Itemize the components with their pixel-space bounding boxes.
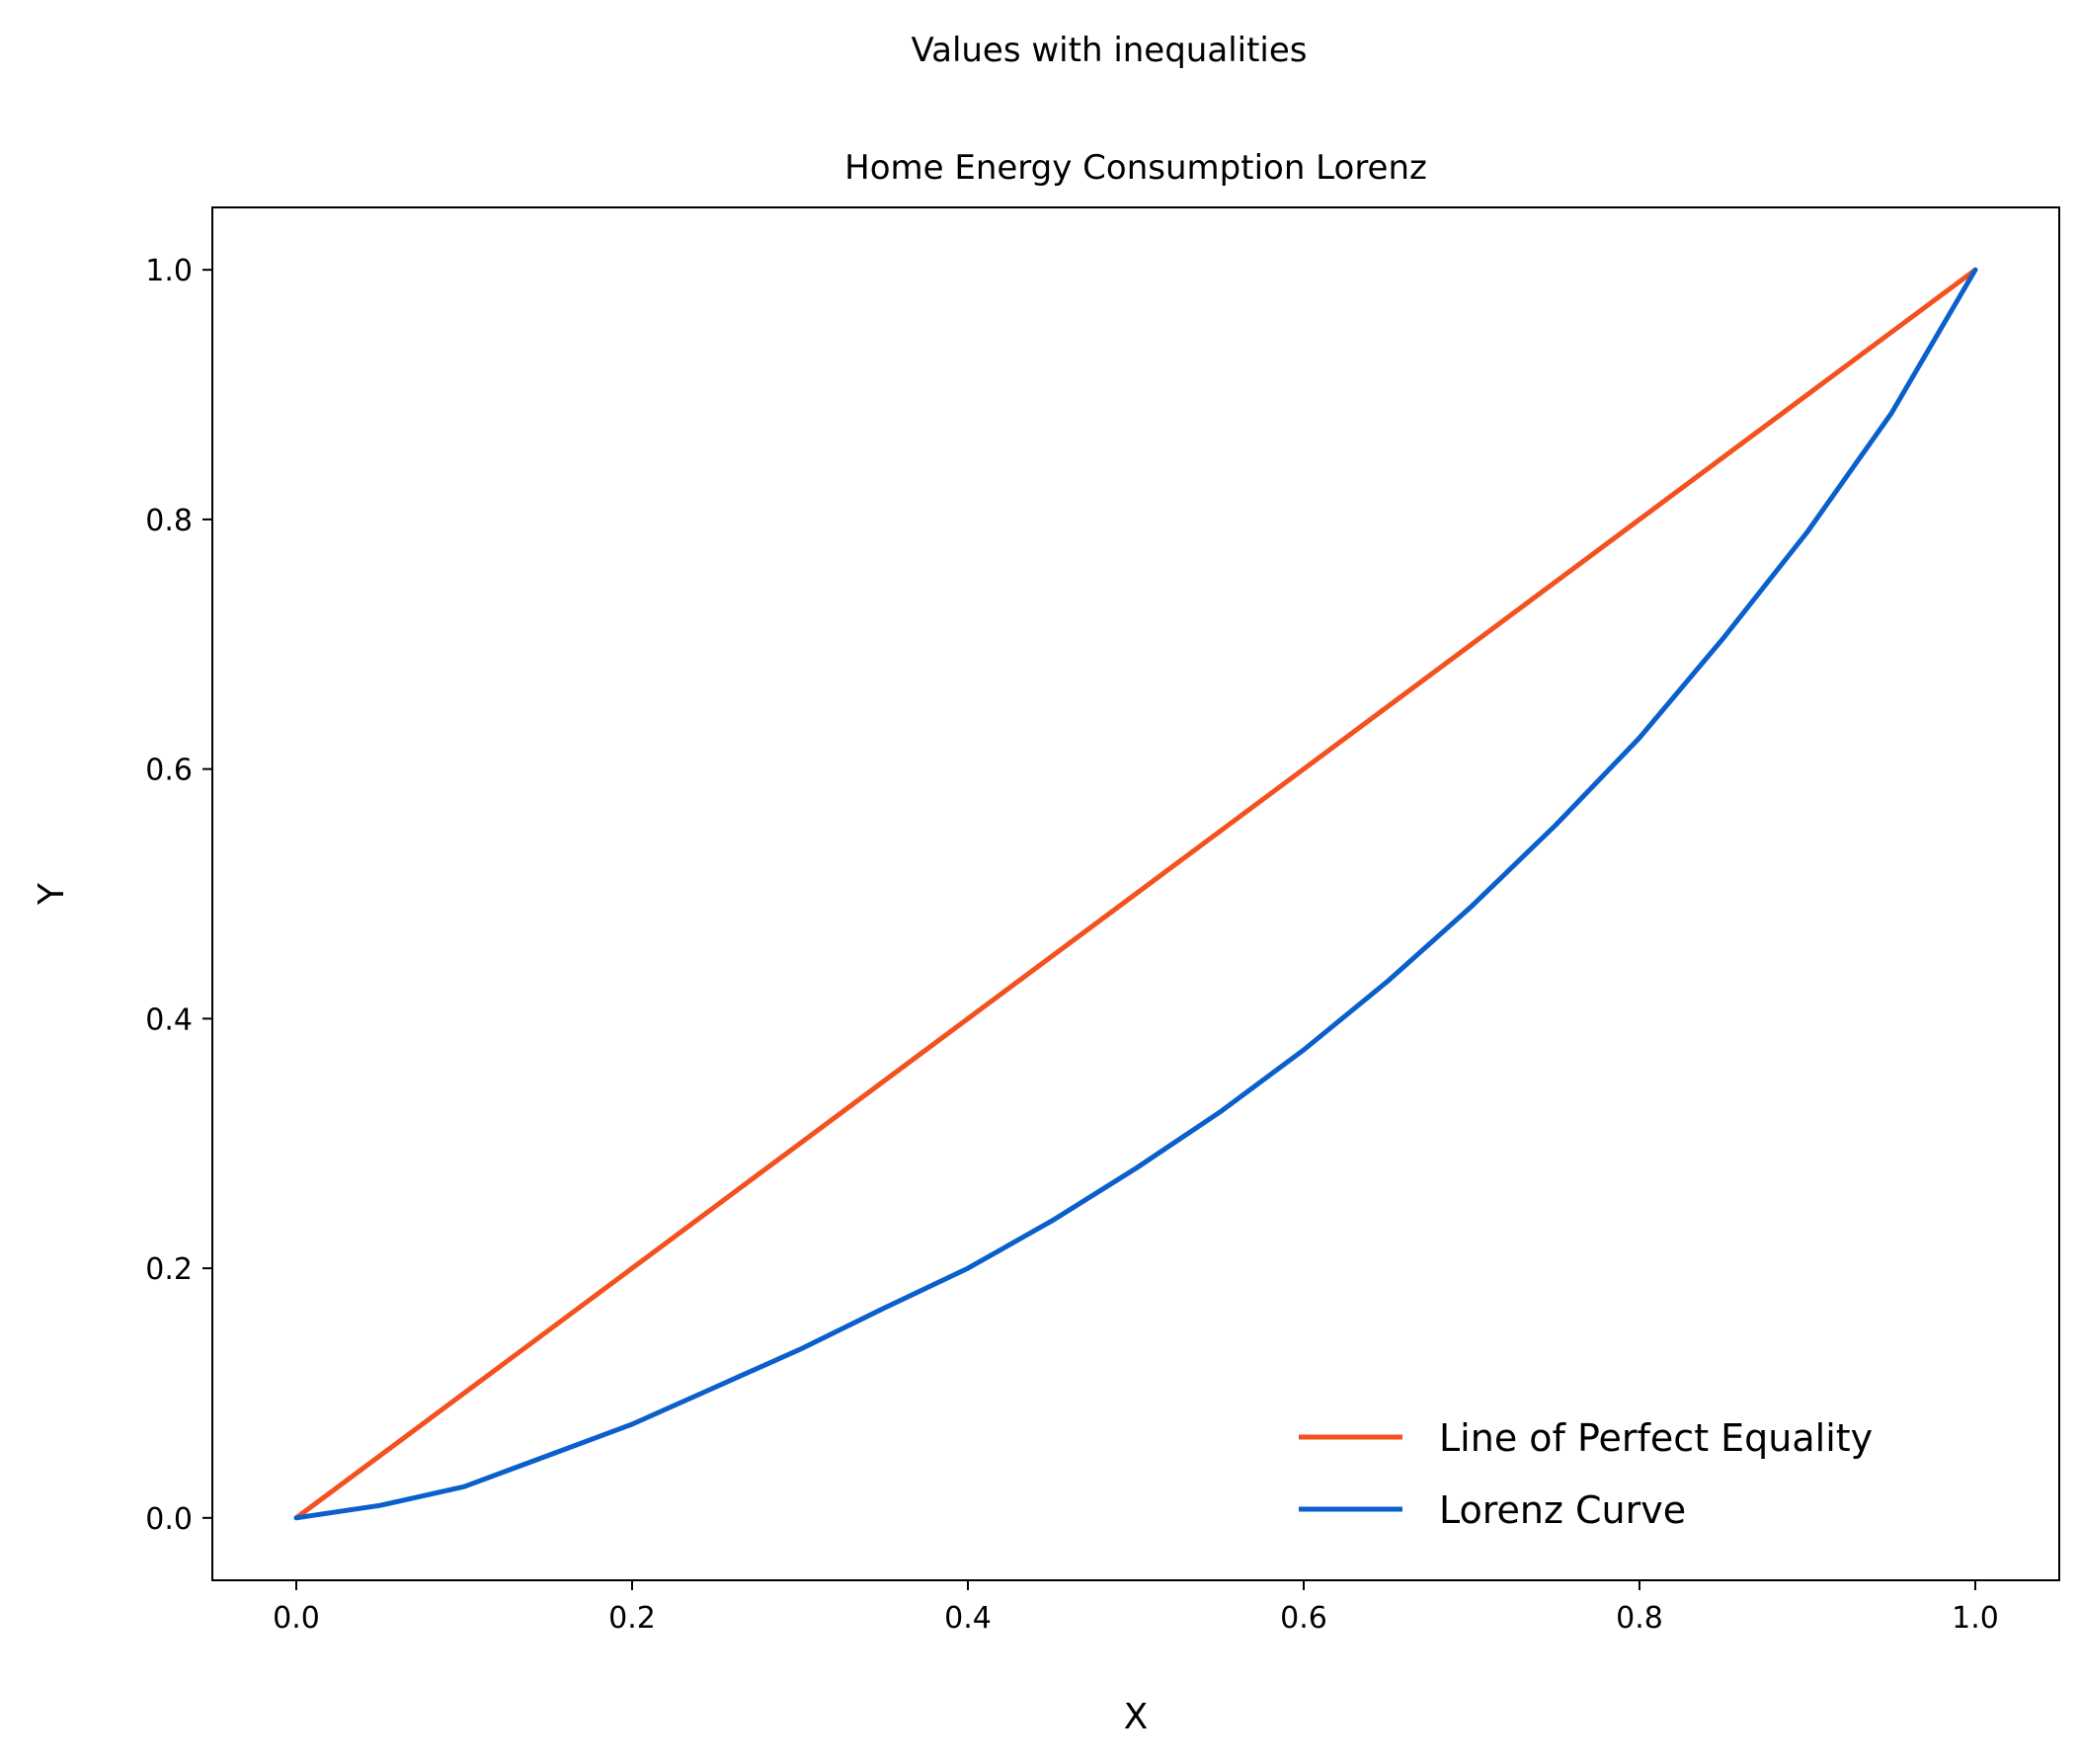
y-axis-ticks: 0.0 0.2 0.4 0.6 0.8 1.0: [145, 254, 212, 1537]
chart-title: Home Energy Consumption Lorenz: [844, 148, 1427, 188]
figure-suptitle: Values with inequalities: [911, 31, 1307, 70]
x-axis-ticks: 0.0 0.2 0.4 0.6 0.8 1.0: [273, 1580, 1999, 1636]
series-line-equality: [293, 267, 1978, 1521]
series-line-lorenz: [293, 267, 1978, 1521]
y-tick-label: 0.0: [145, 1502, 193, 1537]
x-tick-label: 0.4: [944, 1601, 992, 1636]
plot-frame: [211, 206, 2060, 1581]
y-tick-label: 0.4: [145, 1002, 193, 1037]
x-tick-label: 0.2: [608, 1601, 656, 1636]
legend-label-equality: Line of Perfect Equality: [1439, 1416, 1873, 1460]
y-axis-label: Y: [32, 882, 72, 906]
x-axis-label: X: [1124, 1697, 1149, 1737]
x-tick-label: 0.8: [1616, 1601, 1663, 1636]
y-tick-label: 1.0: [145, 254, 193, 288]
x-tick-label: 0.0: [273, 1601, 320, 1636]
legend-label-lorenz: Lorenz Curve: [1439, 1488, 1686, 1532]
x-tick-label: 1.0: [1952, 1601, 1999, 1636]
x-tick-label: 0.6: [1280, 1601, 1327, 1636]
y-tick-label: 0.6: [145, 754, 193, 788]
series-layer: [293, 267, 1978, 1521]
y-tick-label: 0.2: [145, 1252, 193, 1287]
legend: Line of Perfect Equality Lorenz Curve: [1299, 1416, 1873, 1532]
y-tick-label: 0.8: [145, 504, 193, 538]
